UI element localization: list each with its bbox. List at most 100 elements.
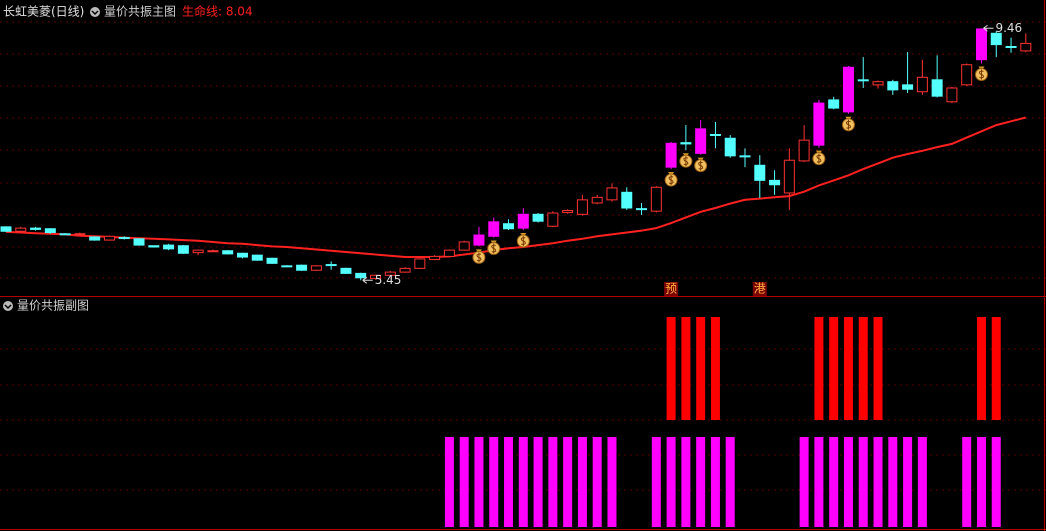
candle-body: [443, 249, 455, 257]
signal-bar: [459, 437, 469, 527]
signal-bar: [607, 437, 617, 527]
money-bag: [679, 153, 693, 168]
candle-body: [325, 264, 337, 267]
candle-body: [828, 99, 840, 109]
candle-body: [769, 179, 781, 186]
marker-box: [664, 282, 679, 296]
signal-bar: [696, 437, 706, 527]
money-bag-sign: [476, 252, 482, 263]
candle-body: [74, 233, 86, 236]
chart-title: 长虹美菱(日线): [3, 5, 84, 19]
marker-label: 预: [665, 282, 677, 296]
marker-box: [752, 282, 767, 296]
candle-body: [798, 139, 810, 162]
candle-body: [517, 213, 529, 229]
signal-bar: [843, 317, 853, 420]
candle-body: [222, 250, 234, 255]
candle-body: [473, 234, 485, 246]
candle-body: [0, 226, 12, 232]
candle-body: [739, 155, 751, 158]
money-bag-sign: [491, 243, 497, 254]
candle-body: [724, 137, 736, 157]
candle-body: [532, 213, 544, 222]
candle-body: [1020, 42, 1032, 52]
candle-body: [591, 196, 603, 204]
candle-body: [429, 255, 441, 261]
candle-body: [458, 241, 470, 251]
candle-body: [887, 81, 899, 91]
candle-body: [813, 102, 825, 146]
candle-body: [606, 187, 618, 201]
signal-bar: [710, 437, 720, 527]
signal-bar: [962, 437, 972, 527]
subchart-title: 量价共振副图: [17, 299, 89, 313]
signal-bar: [991, 437, 1001, 527]
candle-body: [384, 271, 396, 276]
candle-body: [355, 272, 367, 279]
signal-bar: [696, 317, 706, 420]
candle-body: [310, 265, 322, 271]
candle-body: [133, 238, 145, 246]
candle-body: [695, 128, 707, 154]
candle-body: [251, 254, 263, 261]
candle-body: [118, 237, 130, 240]
candle-body: [872, 81, 884, 86]
signal-bar: [444, 437, 454, 527]
candle-body: [59, 233, 71, 236]
extreme-arrow: [362, 276, 373, 284]
candle-body: [902, 84, 914, 90]
signal-bar: [681, 437, 691, 527]
signal-bar: [577, 437, 587, 527]
candle-body: [990, 32, 1002, 46]
candle-body: [636, 208, 648, 211]
menu-icon[interactable]: [90, 7, 100, 17]
candle-body: [281, 265, 293, 268]
candle-body: [399, 267, 411, 273]
signal-bar: [829, 437, 839, 527]
candle-body: [946, 87, 958, 103]
lifeline-label: 生命线: 8.04: [182, 4, 253, 19]
candle-body: [916, 76, 928, 93]
candle-body: [207, 250, 219, 253]
money-bag: [841, 116, 855, 132]
candle-body: [665, 142, 677, 168]
candle-body: [1005, 46, 1017, 49]
candle-body: [30, 227, 42, 230]
candle-body: [340, 267, 352, 274]
candle-body: [103, 235, 115, 241]
signal-bar: [725, 437, 735, 527]
money-bag: [664, 172, 678, 187]
signal-bar: [917, 437, 927, 527]
candle-body: [266, 257, 278, 264]
candle-body: [547, 212, 559, 227]
signal-bar: [858, 437, 868, 527]
money-bag: [694, 157, 708, 173]
signal-bar: [873, 317, 883, 420]
signal-bar: [814, 437, 824, 527]
signal-bar: [991, 317, 1001, 420]
signal-bar: [651, 437, 661, 527]
candle-body: [488, 221, 500, 237]
candle-body: [236, 252, 248, 258]
candle-body: [975, 28, 987, 61]
signal-bar: [710, 317, 720, 420]
candle-body: [842, 66, 854, 113]
money-bag: [472, 249, 486, 264]
signal-bar: [489, 437, 499, 527]
menu-icon[interactable]: [3, 301, 13, 311]
signal-bar: [592, 437, 602, 527]
signal-bar: [903, 437, 913, 527]
signal-bar: [814, 317, 824, 420]
signal-bar: [799, 437, 809, 527]
indicator-name: 量价共振主图: [104, 5, 176, 19]
candle-body: [148, 245, 160, 248]
signal-bar: [474, 437, 484, 527]
candle-body: [650, 186, 662, 212]
signal-bar: [548, 437, 558, 527]
candle-body: [177, 245, 189, 254]
candle-body: [44, 228, 56, 234]
money-bag: [516, 233, 530, 248]
signal-bar: [666, 317, 676, 420]
candle-body: [562, 210, 574, 213]
candle-body: [680, 142, 692, 145]
